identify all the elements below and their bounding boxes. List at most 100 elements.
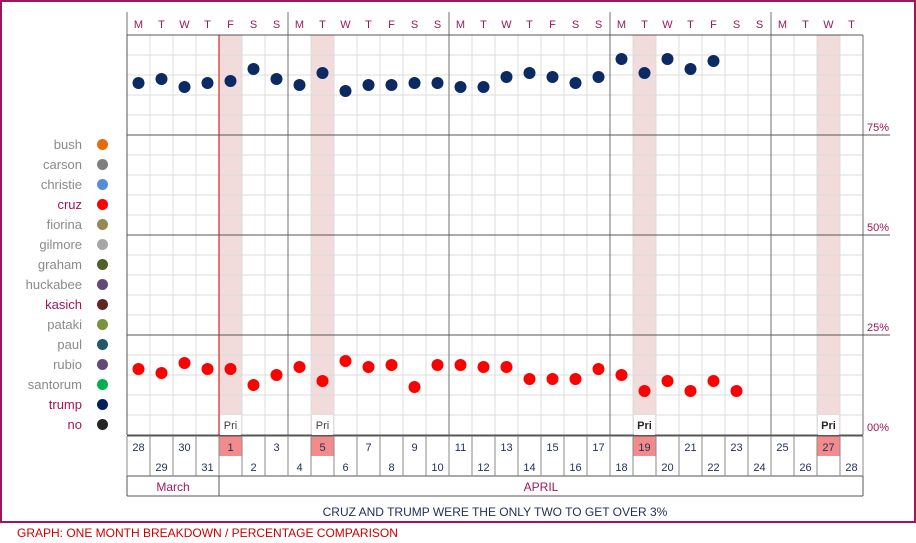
primary-marker-label: Pri bbox=[316, 420, 329, 432]
data-point-cruz bbox=[293, 361, 306, 373]
data-point-trump bbox=[661, 53, 674, 65]
legend-label: bush bbox=[53, 137, 82, 152]
legend-label: fiorina bbox=[46, 217, 82, 232]
date-label: 6 bbox=[342, 462, 348, 474]
data-point-trump bbox=[454, 81, 467, 93]
date-label: 2 bbox=[250, 462, 256, 474]
legend-item: trump bbox=[0, 396, 112, 414]
primary-marker-box bbox=[634, 415, 655, 435]
data-point-cruz bbox=[523, 373, 536, 385]
legend-swatch bbox=[97, 259, 108, 270]
primary-marker-box bbox=[818, 415, 839, 435]
day-of-week-label: M bbox=[456, 19, 465, 31]
primary-marker-box bbox=[312, 415, 333, 435]
data-point-trump bbox=[362, 79, 375, 91]
data-point-cruz bbox=[247, 379, 260, 391]
data-point-trump bbox=[385, 79, 398, 91]
day-of-week-label: W bbox=[179, 19, 190, 31]
day-of-week-label: M bbox=[617, 19, 626, 31]
legend-label: no bbox=[67, 417, 82, 432]
date-label: 1 bbox=[227, 442, 233, 454]
legend-swatch bbox=[97, 359, 108, 370]
date-label: 15 bbox=[546, 442, 558, 454]
legend-item: christie bbox=[0, 176, 112, 194]
data-point-cruz bbox=[270, 369, 283, 381]
data-point-trump bbox=[155, 73, 168, 85]
legend-label: huckabee bbox=[25, 277, 82, 292]
legend-swatch bbox=[97, 219, 108, 230]
data-point-trump bbox=[224, 75, 237, 87]
date-label: 21 bbox=[684, 442, 696, 454]
data-point-cruz bbox=[707, 375, 720, 387]
primary-marker-label: Pri bbox=[224, 420, 237, 432]
date-label: 23 bbox=[730, 442, 742, 454]
day-of-week-label: S bbox=[250, 19, 257, 31]
date-label: 18 bbox=[615, 462, 627, 474]
primary-date-highlight bbox=[311, 436, 334, 456]
data-point-cruz bbox=[362, 361, 375, 373]
data-point-cruz bbox=[224, 363, 237, 375]
y-tick-label: 00% bbox=[867, 422, 889, 434]
day-of-week-label: S bbox=[411, 19, 418, 31]
data-point-cruz bbox=[569, 373, 582, 385]
legend-swatch bbox=[97, 399, 108, 410]
legend-item: bush bbox=[0, 136, 112, 154]
day-of-week-label: S bbox=[572, 19, 579, 31]
data-point-cruz bbox=[477, 361, 490, 373]
day-of-week-label: W bbox=[501, 19, 512, 31]
date-label: 4 bbox=[296, 462, 302, 474]
date-label: 20 bbox=[661, 462, 673, 474]
day-of-week-label: T bbox=[641, 19, 648, 31]
month-label: March bbox=[156, 480, 189, 494]
day-of-week-label: W bbox=[823, 19, 834, 31]
legend-swatch bbox=[97, 379, 108, 390]
date-label: 28 bbox=[132, 442, 144, 454]
date-label: 3 bbox=[273, 442, 279, 454]
legend-swatch bbox=[97, 199, 108, 210]
data-point-cruz bbox=[592, 363, 605, 375]
primary-marker-label: Pri bbox=[821, 420, 836, 432]
date-label: 31 bbox=[201, 462, 213, 474]
chart-frame bbox=[0, 0, 916, 523]
legend-swatch bbox=[97, 419, 108, 430]
data-point-trump bbox=[201, 77, 214, 89]
day-of-week-label: W bbox=[340, 19, 351, 31]
legend-item: graham bbox=[0, 256, 112, 274]
data-point-trump bbox=[316, 67, 329, 79]
date-label: 9 bbox=[411, 442, 417, 454]
legend-label: trump bbox=[48, 397, 82, 412]
data-point-trump bbox=[178, 81, 191, 93]
day-of-week-label: T bbox=[802, 19, 809, 31]
legend-swatch bbox=[97, 299, 108, 310]
legend-label: cruz bbox=[57, 197, 82, 212]
data-point-cruz bbox=[408, 381, 421, 393]
day-of-week-label: T bbox=[848, 19, 855, 31]
graph-footer: GRAPH: ONE MONTH BREAKDOWN / PERCENTAGE … bbox=[17, 526, 398, 540]
data-point-cruz bbox=[454, 359, 467, 371]
data-point-trump bbox=[638, 67, 651, 79]
data-point-cruz bbox=[201, 363, 214, 375]
day-of-week-label: T bbox=[526, 19, 533, 31]
date-label: 10 bbox=[431, 462, 443, 474]
day-of-week-label: S bbox=[756, 19, 763, 31]
date-label: 16 bbox=[569, 462, 581, 474]
legend-swatch bbox=[97, 339, 108, 350]
legend-label: kasich bbox=[45, 297, 82, 312]
date-label: 29 bbox=[155, 462, 167, 474]
data-point-cruz bbox=[178, 357, 191, 369]
legend-swatch bbox=[97, 319, 108, 330]
day-of-week-label: W bbox=[662, 19, 673, 31]
legend-swatch bbox=[97, 279, 108, 290]
legend-label: rubio bbox=[53, 357, 82, 372]
legend-label: gilmore bbox=[39, 237, 82, 252]
day-of-week-label: S bbox=[434, 19, 441, 31]
data-point-trump bbox=[707, 55, 720, 67]
data-point-cruz bbox=[546, 373, 559, 385]
day-of-week-label: T bbox=[319, 19, 326, 31]
data-point-trump bbox=[592, 71, 605, 83]
data-point-trump bbox=[339, 85, 352, 97]
legend-item: gilmore bbox=[0, 236, 112, 254]
legend-item: carson bbox=[0, 156, 112, 174]
primary-marker-box bbox=[220, 415, 241, 435]
